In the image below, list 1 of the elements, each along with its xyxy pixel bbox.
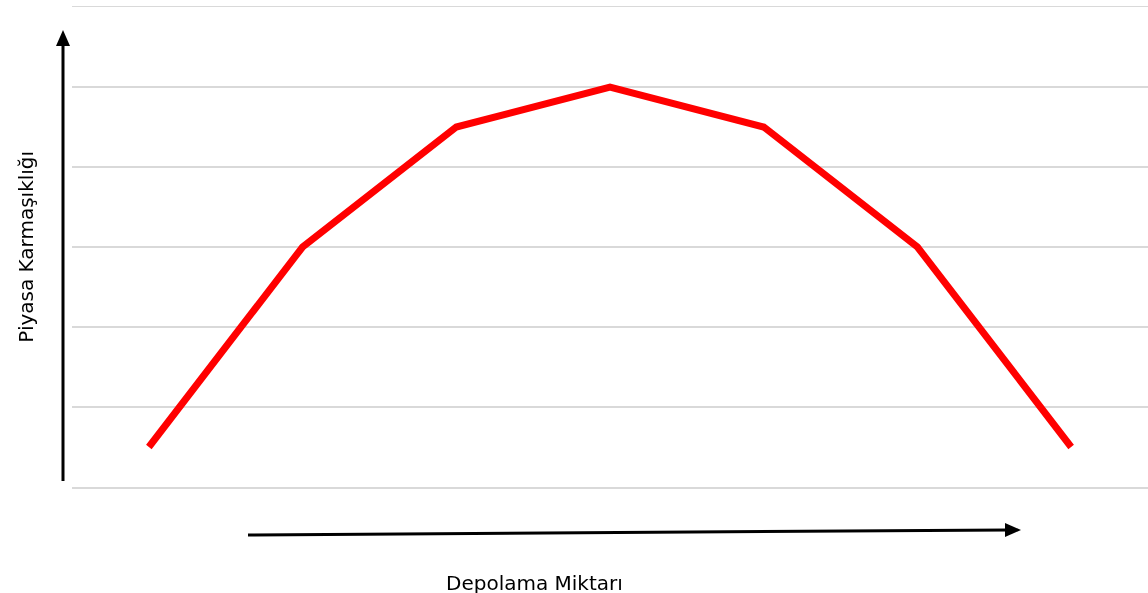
y-axis-title: Piyasa Karmaşıklığı xyxy=(13,150,38,343)
